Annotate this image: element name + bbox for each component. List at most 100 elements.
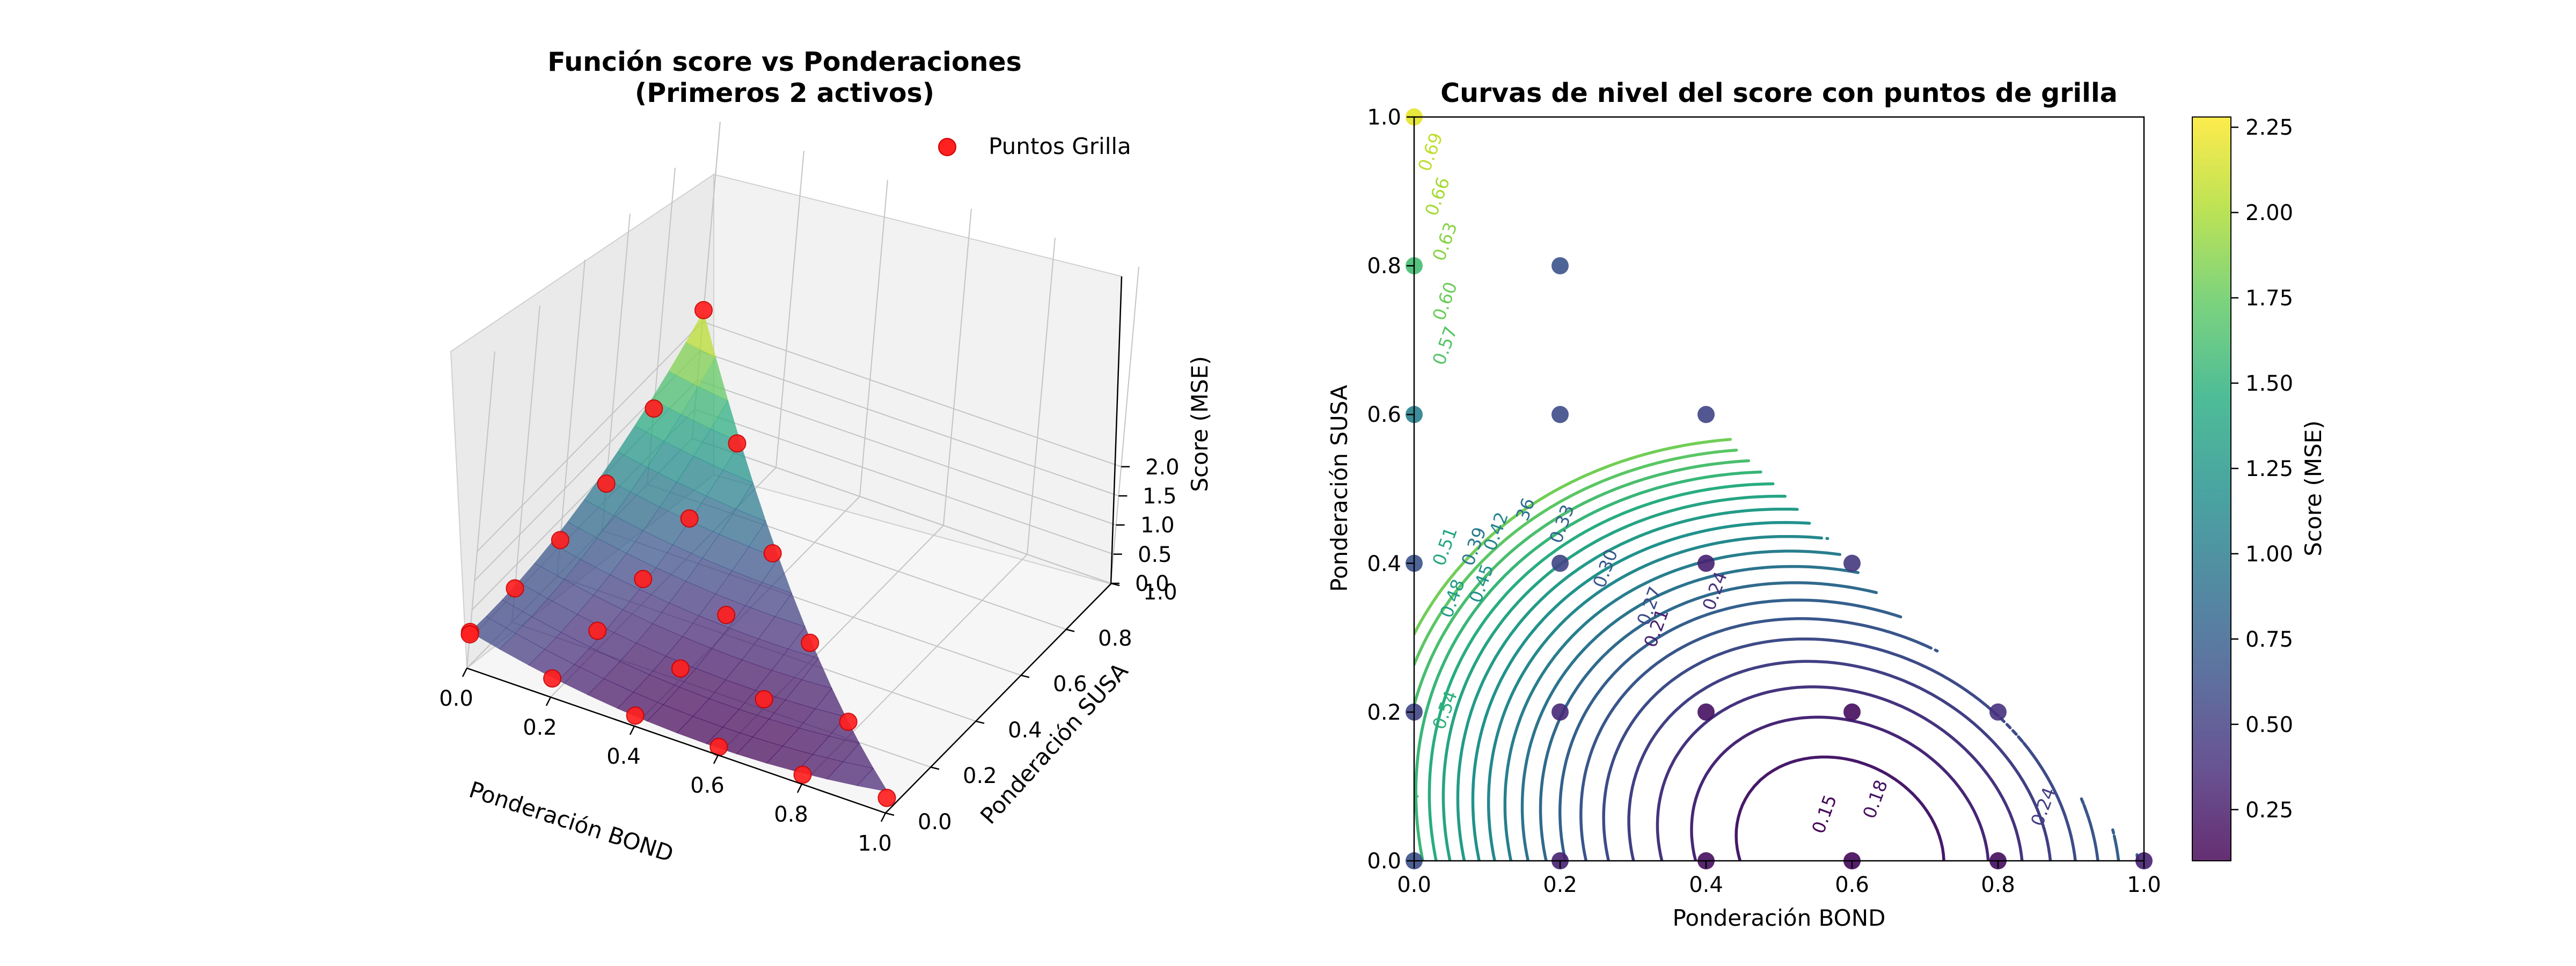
chart-title-3d-line2: (Primeros 2 activos)	[635, 78, 934, 108]
scatter-point-3d	[728, 434, 747, 453]
y-tick-label-3d: 0.6	[1053, 672, 1087, 697]
scatter-point-3d	[543, 669, 562, 688]
ticks-3d: 0.00.20.40.60.81.00.00.20.40.60.81.00.00…	[439, 455, 1179, 856]
grid-line	[859, 179, 888, 497]
contour-label: 0.69	[1414, 130, 1447, 174]
grid-point	[1989, 703, 2007, 721]
x-axis-label-3d: Ponderación BOND	[466, 777, 677, 867]
x-axis-label-contour: Ponderación BOND	[1673, 905, 1886, 931]
colorbar-tick-label: 2.25	[2245, 115, 2293, 140]
scatter-point-3d	[763, 544, 782, 562]
scatter-point-3d	[671, 659, 690, 678]
x-tick-label: 0.4	[1689, 873, 1723, 897]
contour-line	[1579, 617, 2099, 861]
y-tick-label-3d: 0.4	[1008, 718, 1042, 743]
x-tick-label: 0.2	[1543, 873, 1577, 897]
z-tick-label-3d: 2.0	[1145, 455, 1180, 480]
x-tick-label-3d: 0.2	[523, 715, 557, 740]
x-tick-label-3d: 0.0	[439, 686, 473, 711]
scatter-point-3d	[597, 474, 616, 493]
scatter-point-3d	[460, 625, 479, 643]
grid-point	[1552, 703, 1569, 721]
contour-line	[1414, 459, 1751, 707]
colorbar-frame	[2192, 116, 2231, 861]
y-axis-3d	[885, 583, 1111, 814]
grid-point	[1697, 554, 1715, 572]
z-tick-label-3d: 1.0	[1140, 513, 1175, 538]
chart-title-contour: Curvas de nivel del score con puntos de …	[1440, 78, 2118, 108]
grid-point	[1552, 257, 1569, 275]
scatter-point-3d	[680, 509, 699, 528]
x-tick-label: 0.0	[1397, 873, 1431, 897]
contour-line	[1414, 470, 1762, 861]
scatter-point-3d	[626, 706, 645, 725]
z-tick-label-3d: 1.5	[1143, 484, 1177, 509]
score-surface	[470, 311, 888, 792]
x-tick-3d	[796, 784, 803, 793]
surface-patch	[685, 311, 716, 358]
z-tick-label-3d: 0.5	[1138, 543, 1172, 567]
scatter-point-3d	[634, 569, 653, 588]
x-tick-label: 1.0	[2127, 873, 2161, 897]
y-tick-label-3d: 0.8	[1098, 626, 1132, 651]
colorbar-tick-label: 0.25	[2245, 798, 2293, 823]
y-tick-label: 0.4	[1367, 552, 1401, 576]
scatter-point-3d	[551, 531, 569, 550]
y-tick-label: 1.0	[1367, 105, 1401, 130]
y-tick-3d	[1020, 674, 1030, 678]
y-tick-label-3d: 1.0	[1143, 580, 1177, 605]
colorbar-tick-label: 1.75	[2245, 286, 2293, 311]
contour-label: 0.48	[1436, 576, 1469, 620]
x-tick-label-3d: 0.8	[774, 802, 808, 827]
y-tick-3d	[1065, 628, 1075, 632]
contour-line	[1656, 685, 2024, 861]
contour-lines: 0.15 0.180.210.240.240.270.300.33360.390.…	[1392, 130, 2140, 861]
contour-label: 0.63	[1428, 219, 1461, 264]
grid-point	[1843, 554, 1861, 572]
grid-line	[557, 259, 586, 576]
contour-line	[1456, 507, 1799, 861]
contour-label: 0.60	[1428, 279, 1461, 323]
colorbar-label: Score (MSE)	[2300, 420, 2326, 556]
y-tick-label: 0.8	[1367, 254, 1401, 279]
z-axis-3d	[1110, 276, 1123, 584]
grid-point	[1552, 406, 1569, 423]
contour-label: 0.57	[1392, 785, 1425, 829]
grid-point	[1697, 703, 1715, 721]
grid-line	[1110, 266, 1139, 584]
scatter-point-3d	[877, 788, 896, 807]
scatter-point-3d	[793, 765, 812, 784]
contour-label: 0.57	[1428, 324, 1461, 368]
legend-label: Puntos Grilla	[989, 133, 1131, 159]
grid-line	[943, 208, 972, 526]
scatter-point-3d	[694, 301, 713, 319]
x-tick-3d	[880, 813, 887, 822]
contour-label: 0.66	[1421, 174, 1454, 218]
y-tick-3d	[975, 720, 985, 724]
z-tick-label-3d: 0.0	[1135, 572, 1169, 596]
contour-line	[1441, 494, 1787, 861]
contour-label: 0.18	[1858, 777, 1892, 821]
contour-label: 0.42	[1479, 509, 1512, 553]
contour-label: 0.51	[1428, 524, 1461, 568]
contour-line	[1520, 565, 1860, 861]
contour-label: 36	[1512, 495, 1539, 524]
grid-line	[1027, 237, 1056, 555]
x-tick-3d	[629, 726, 635, 735]
y-tick-label: 0.6	[1367, 402, 1401, 427]
scatter-point-3d	[645, 399, 663, 418]
x-tick-3d	[545, 697, 552, 706]
x-tick-label-3d: 0.6	[690, 773, 724, 798]
x-tick-label: 0.8	[1981, 873, 2015, 897]
x-axis-3d	[466, 667, 886, 814]
y-tick-label-3d: 0.2	[963, 764, 997, 788]
ticks-2d: 0.0 0.2 0.4 0.6 0.8 1.0 0.0 0.2 0.4 0.6 0.8 1.0	[1367, 105, 2161, 897]
y-axis-label-contour: Ponderación SUSA	[1326, 385, 1352, 592]
colorbar-tick-label: 2.00	[2245, 201, 2293, 225]
colorbar-ticks: 0.25 0.50 0.75 1.00 1.25 1.50 1.75 2.00 2.25	[2231, 115, 2293, 823]
x-tick-3d	[462, 668, 468, 677]
grid-line	[466, 351, 495, 669]
y-tick-label: 0.0	[1367, 849, 1401, 874]
contour-line	[1428, 482, 1775, 861]
